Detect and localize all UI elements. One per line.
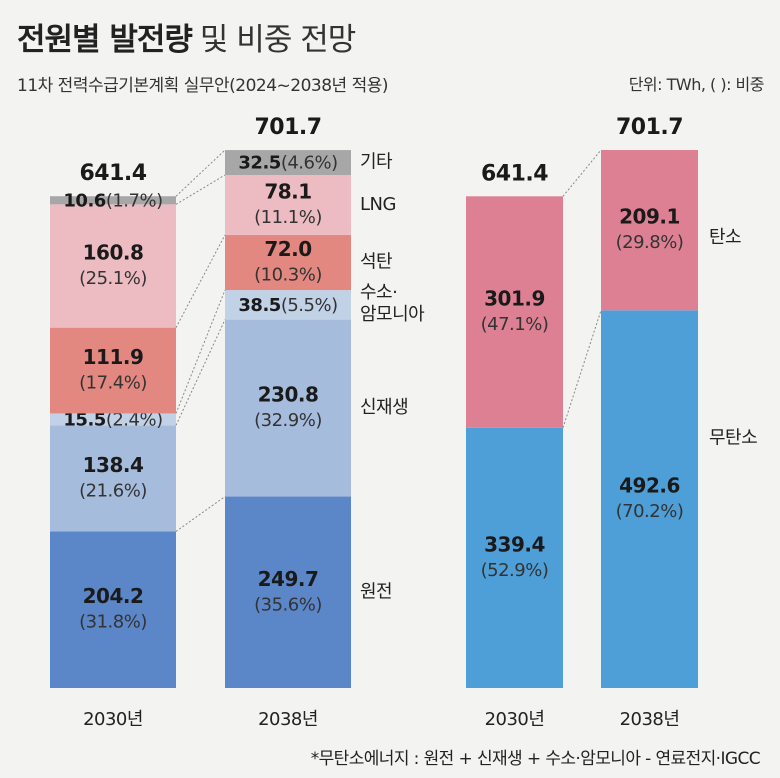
unit-note: 단위: TWh, ( ): 비중 [628,75,765,94]
connector-line-1 [175,496,226,532]
legend-수소암모니아: 수소· 암모니아 [360,282,425,325]
connector-line-right-mid [562,310,602,428]
x-tick-right-2030년: 2030년 [485,709,545,730]
pct-label-무탄소-2038년: (70.2%) [616,501,684,522]
value-label-원전-2030년: 204.2 [83,584,144,608]
bar-탄소-2030년 [466,196,563,428]
value-label-탄소-2038년: 209.1 [619,205,680,229]
bar-수소암모니아-2038년 [225,290,351,320]
pct-label-LNG-2038년: (11.1%) [254,207,322,228]
legend-LNG: LNG [360,194,396,215]
pct-label-탄소-2038년: (29.8%) [616,232,684,253]
value-label-LNG-2030년: 160.8 [83,241,144,265]
total-label-2038년: 701.7 [254,115,321,140]
bar-석탄-2038년 [225,234,351,291]
x-tick-2038년: 2038년 [258,709,318,730]
pct-label-석탄-2030년: (17.4%) [79,373,147,394]
bar-수소암모니아-2030년 [50,413,176,426]
pct-label-석탄-2038년: (10.3%) [254,264,322,285]
bar-탄소-2038년 [601,150,698,311]
bar-LNG-2038년 [225,174,351,235]
connector-line-4 [175,234,226,328]
bar-기타-2038년 [225,150,351,175]
pct-label-신재생-2030년: (21.6%) [79,480,147,501]
legend-신재생: 신재생 [360,397,408,418]
value-label-기타-2038년: 32.5(4.6%) [238,153,337,174]
bar-무탄소-2038년 [601,310,698,688]
bar-기타-2030년 [50,196,176,205]
total-label-right-2030년: 641.4 [481,161,548,186]
chart-title: 전원별 발전량 및 비중 전망 [17,14,356,59]
chart-canvas: 204.2 (31.8%) 138.4 (21.6%) 15.5(2.4%) 111.9 (… [50,115,758,730]
pct-label-LNG-2030년: (25.1%) [79,268,147,289]
value-label-수소암모니아-2030년: 15.5(2.4%) [63,409,162,430]
chart-subtitle: 11차 전력수급기본계획 실무안(2024~2038년 적용) [17,76,388,96]
total-label-right-2038년: 701.7 [616,115,683,140]
value-label-탄소-2030년: 301.9 [484,287,545,311]
connector-line-2 [175,319,226,426]
bar-LNG-2030년 [50,204,176,328]
legend-기타: 기타 [360,152,393,173]
value-label-원전-2038년: 249.7 [258,567,319,591]
footnote: *무탄소에너지 : 원전 + 신재생 + 수소·암모니아 - 연료전지·IGCC [310,749,761,769]
bar-신재생-2030년 [50,425,176,532]
value-label-수소암모니아-2038년: 38.5(5.5%) [238,295,337,316]
value-label-석탄-2030년: 111.9 [83,345,144,369]
value-label-석탄-2038년: 72.0 [264,237,311,261]
value-label-기타-2030년: 10.6(1.7%) [63,190,162,211]
pct-label-신재생-2038년: (32.9%) [254,410,322,431]
connector-line-3 [175,289,226,414]
legend-원전: 원전 [360,581,392,602]
pct-label-탄소-2030년: (47.1%) [481,314,549,335]
pct-label-원전-2038년: (35.6%) [254,594,322,615]
chart-title-light: 및 비중 전망 [199,22,356,58]
total-label-2030년: 641.4 [79,161,146,186]
value-label-무탄소-2030년: 339.4 [484,532,545,556]
legend-right-무탄소: 무탄소 [709,428,757,449]
bar-석탄-2030년 [50,327,176,414]
pct-label-원전-2030년: (31.8%) [79,612,147,633]
bar-무탄소-2030년 [466,427,563,688]
connector-line-5 [175,174,226,205]
connector-line-right-top [562,149,602,197]
value-label-LNG-2038년: 78.1 [264,179,311,203]
bar-원전-2030년 [50,531,176,688]
chart-title-bold: 전원별 발전량 [17,22,193,58]
connector-line-6 [175,149,226,197]
legend-right-탄소: 탄소 [709,227,741,248]
pct-label-무탄소-2030년: (52.9%) [481,560,549,581]
value-label-무탄소-2038년: 492.6 [619,474,680,498]
x-tick-2030년: 2030년 [83,709,143,730]
bar-신재생-2038년 [225,319,351,497]
x-tick-right-2038년: 2038년 [620,709,680,730]
bar-원전-2038년 [225,496,351,688]
value-label-신재생-2030년: 138.4 [83,453,144,477]
legend-석탄: 석탄 [360,251,392,272]
value-label-신재생-2038년: 230.8 [258,383,319,407]
